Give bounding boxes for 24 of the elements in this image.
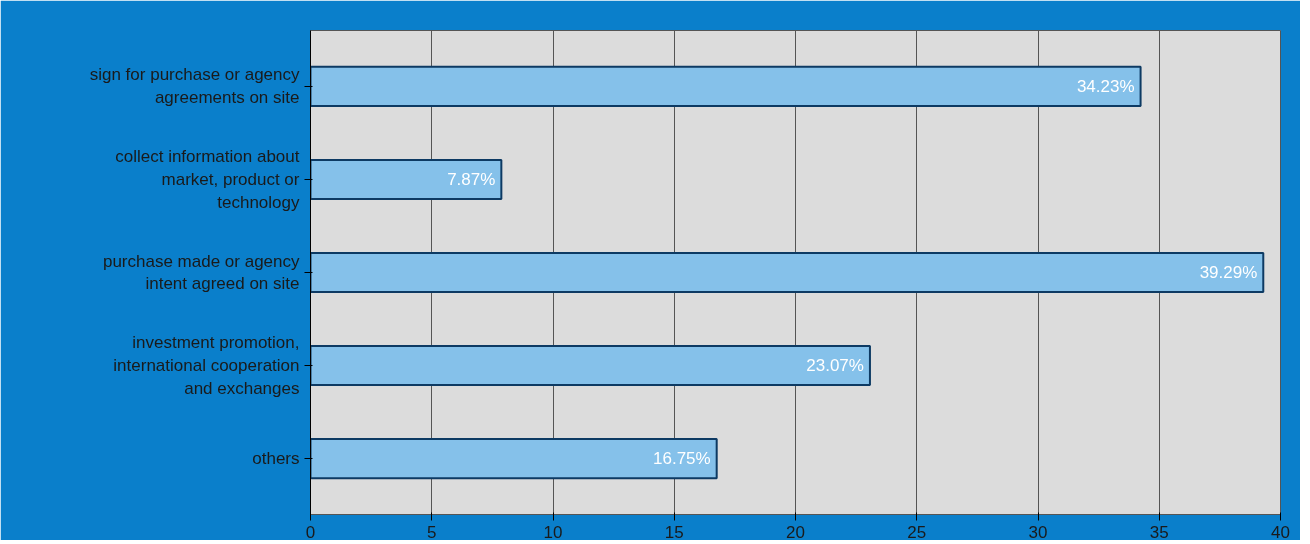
x-tick-label: 40 <box>1271 522 1290 542</box>
data-label: 7.87% <box>447 169 496 189</box>
x-tick-label: 5 <box>427 522 437 542</box>
x-tick-label: 15 <box>664 522 684 542</box>
x-tick-label: 25 <box>907 522 927 542</box>
y-tick-label: investment promotion, international cooperation and exchanges <box>113 333 300 398</box>
data-label: 23.07% <box>806 356 864 376</box>
bar <box>310 345 871 387</box>
y-tick-label: purchase made or agency intent agreed on site <box>102 251 300 294</box>
bar <box>310 65 1142 107</box>
x-tick-label: 10 <box>543 522 563 542</box>
x-tick-label: 0 <box>305 522 316 542</box>
x-tick-label: 35 <box>1149 522 1169 542</box>
y-tick-label: sign for purchase or agency agreements on site <box>89 65 300 108</box>
data-label: 39.29% <box>1199 263 1258 282</box>
x-tick-label: 20 <box>786 522 805 542</box>
data-label: 34.23% <box>1076 76 1135 96</box>
bar <box>310 251 1265 294</box>
data-label: 16.75% <box>653 449 711 469</box>
bar <box>310 438 718 480</box>
y-tick-label: collect information about market, product or technology <box>115 147 300 212</box>
x-tick-label: 30 <box>1028 522 1048 542</box>
y-tick-label: others <box>252 449 300 469</box>
bar <box>310 158 503 200</box>
